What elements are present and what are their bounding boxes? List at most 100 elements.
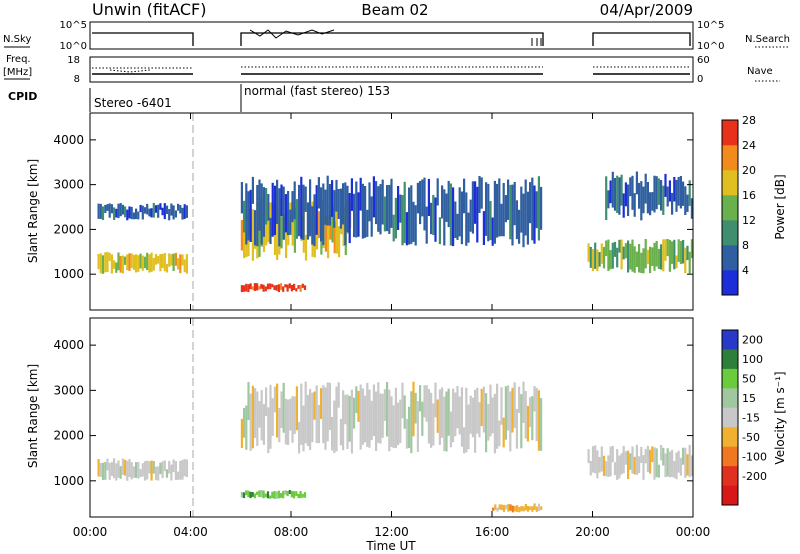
echo-cell [290,284,293,292]
echo-cell [493,180,496,244]
echo-cell [388,389,391,452]
echo-cell [303,285,307,290]
echo-cell [163,460,166,472]
echo-cell [657,248,660,269]
echo-cell [620,174,623,206]
echo-cell [522,381,525,423]
echo-cell [289,209,292,235]
echo-cell [673,460,676,478]
echo-cell [657,464,660,478]
echo-cell [293,491,296,499]
echo-cell [370,400,373,441]
echo-cell [342,206,345,246]
echo-cell [526,405,529,442]
echo-cell [181,459,184,480]
echo-cell [529,182,532,224]
echo-cell [130,206,133,220]
echo-cell [498,504,501,510]
echo-cell [168,460,171,474]
echo-cell [286,284,289,292]
echo-cell [267,407,270,454]
echo-cell [271,398,274,436]
colorbar-tick-label: -50 [742,431,760,444]
echo-cell [460,387,463,447]
echo-cell [183,459,186,477]
echo-cell [353,193,356,238]
colorbar-swatch [722,270,738,296]
echo-cell [690,455,693,477]
power-panel: 1000 2000 3000 4000 Slant Range [km] [26,112,694,311]
echo-cell [267,201,270,243]
echo-cell [266,491,270,499]
echo-cell [299,284,302,292]
echo-cell [434,197,437,242]
echo-cell [653,175,656,213]
echo-cell [293,208,296,253]
echo-cell [633,246,636,273]
echo-cell [275,285,278,291]
echo-cell [452,187,455,247]
x-axis: 00:00 04:00 08:00 12:00 16:00 20:00 00:00 [73,113,711,539]
echo-cell [642,455,645,480]
echo-cell [403,395,406,429]
echo-cell [635,251,638,267]
beam-title: Beam 02 [361,1,428,19]
colorbar-swatch [722,330,738,350]
echo-cell [137,255,140,272]
echo-cell [529,506,532,510]
colorbar-tick-label: 4 [742,264,749,277]
echo-cell [480,388,483,427]
echo-cell [324,189,327,225]
echo-cell [348,396,351,442]
echo-cell [596,249,599,272]
echo-cell [359,177,362,211]
echo-cell [657,178,660,205]
echo-cell [280,391,283,428]
x-tick-label: 00:00 [676,525,711,539]
echo-cell [298,422,301,454]
echo-cell [480,177,483,209]
echo-cell [388,184,391,234]
echo-cell [476,186,479,243]
echo-cell [317,404,320,444]
echo-cell [513,382,516,429]
echo-cell [301,283,304,288]
echo-cell [613,462,617,476]
colorbar-swatch [722,120,738,146]
echo-cell [372,176,375,218]
echo-cell [121,204,124,215]
echo-cell [269,495,272,499]
echo-cell [613,241,617,257]
echo-cell [177,203,180,211]
echo-cell [425,385,428,422]
echo-cell [386,185,389,232]
echo-cell [276,383,279,438]
echo-cell [132,212,135,220]
power-colorbar-frame [721,119,739,296]
echo-cell [642,186,645,214]
echo-cell [498,420,501,447]
echo-cell [269,283,272,290]
echo-cell [449,411,452,448]
echo-cell [338,226,341,258]
echo-cell [104,462,107,480]
echo-cell [346,185,349,233]
echo-cell [251,176,254,204]
echo-cell [660,445,663,461]
echo-cell [524,503,527,511]
echo-cell [616,449,619,480]
echo-cell [666,448,669,477]
power-colorbar: 4 8 12 16 20 24 28 Power [dB] [721,114,787,296]
echo-cell [179,461,182,480]
echo-cell [618,177,621,215]
echo-cell [104,205,107,213]
echo-cell [170,254,173,266]
echo-cell [399,194,402,223]
echo-cell [132,254,135,270]
echo-cell [143,461,147,481]
velocity-colorbar-swatches [722,330,738,506]
colorbar-swatch [722,245,738,271]
echo-cell [355,181,358,238]
echo-cell [401,382,404,419]
echo-cell [101,255,105,274]
